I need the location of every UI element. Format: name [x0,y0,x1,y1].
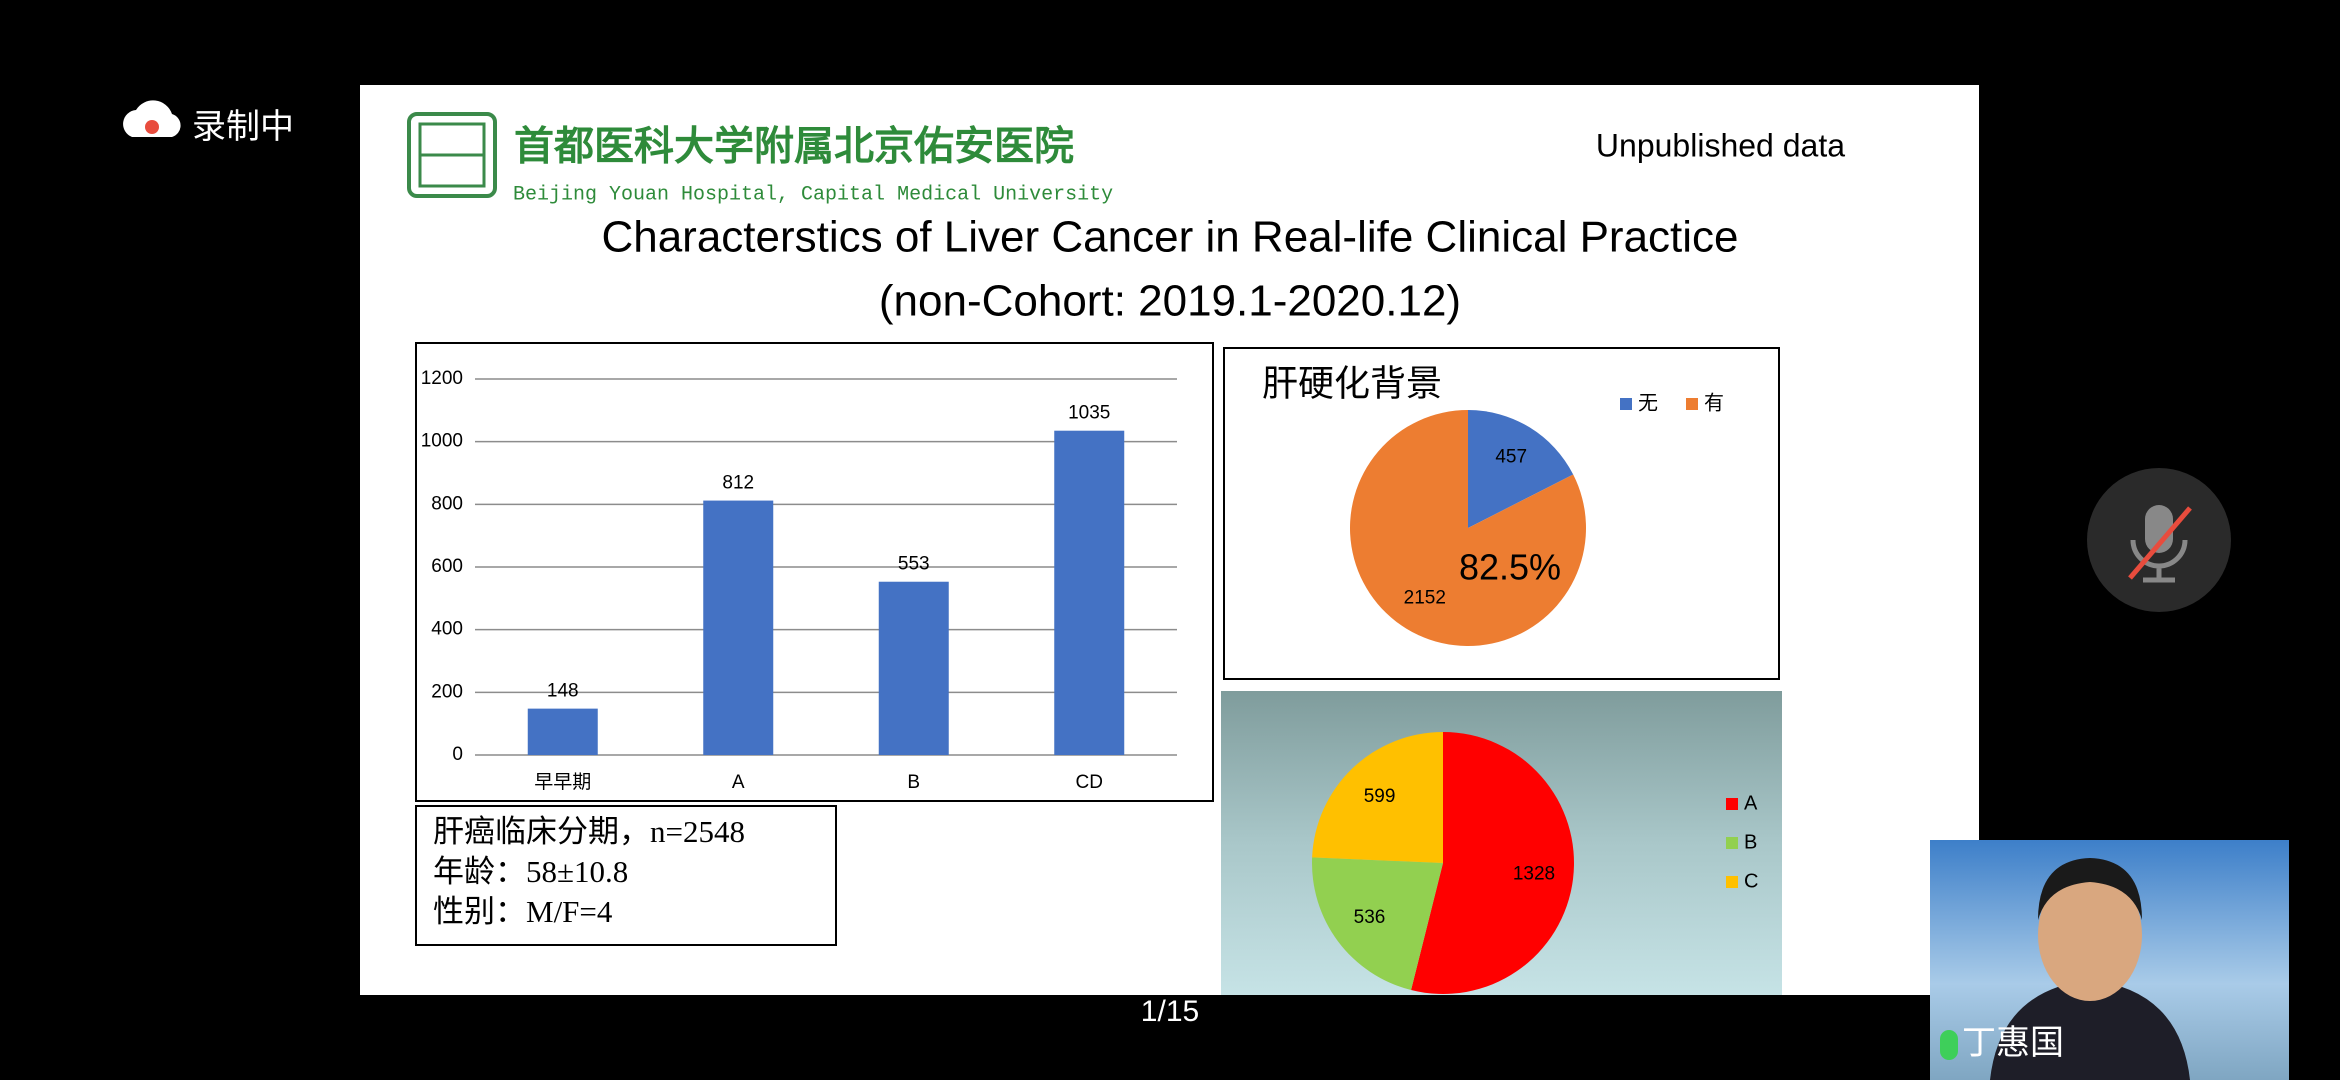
recording-label: 录制中 [192,108,294,146]
info-line: 性别：M/F=4 [433,894,613,929]
data-label: 2152 [1404,587,1446,608]
y-tick-label: 200 [431,681,463,702]
data-label: 1328 [1513,863,1555,884]
logo [407,112,497,198]
y-tick-label: 1000 [421,431,463,452]
bar [1054,430,1125,755]
pie-slice [1411,732,1574,994]
speaker-body [1990,980,2190,1080]
mute-slash [2128,506,2192,580]
speaker-mic-icon [1940,1030,1958,1060]
y-tick-label: 800 [431,493,463,514]
slide-note: Unpublished data [1596,127,1845,163]
speaker-hair [2038,858,2142,920]
y-tick-label: 400 [431,619,463,640]
legend-label: C [1744,870,1758,892]
record-dot [145,120,159,134]
speaker-face [2038,869,2142,1001]
legend-label: 有 [1704,391,1724,414]
y-tick-label: 600 [431,556,463,577]
pie-slice [1468,410,1574,528]
legend-label: B [1744,831,1757,853]
hospital-name-en: Beijing Youan Hospital, Capital Medical … [513,183,1113,206]
slide-title: Characterstics of Liver Cancer in Real-l… [601,213,1738,262]
recording-indicator[interactable]: 录制中 [123,100,294,146]
data-label: 148 [547,681,579,702]
speaker-video[interactable]: 丁惠国 [1930,840,2289,1080]
legend-label: 无 [1638,392,1658,414]
data-label: 457 [1495,447,1527,468]
annotation: 82.5% [1459,547,1561,588]
x-tick-label: CD [1076,772,1103,793]
cloud-icon [123,100,181,137]
page-indicator: 1/15 [1141,995,1199,1028]
y-tick-label: 1200 [421,368,463,389]
mic-icon [2130,539,2188,583]
data-label: 812 [722,473,754,494]
hospital-name-cn: 首都医科大学附属北京佑安医院 [514,125,1074,169]
y-tick-label: 0 [452,744,463,765]
pie-slice [1312,857,1443,991]
pie-slice [1350,410,1586,647]
chart-title: 肝硬化背景 [1262,363,1442,404]
speaker-name: 丁惠国 [1962,1024,2064,1062]
mic-icon [2145,505,2173,553]
legend-label: A [1744,792,1758,814]
pie-slice [1312,732,1443,863]
data-label: 1035 [1068,403,1110,424]
data-label: 536 [1354,907,1386,928]
bar [527,708,598,755]
legend-swatch [1686,398,1698,410]
legend-swatch [1726,876,1738,888]
data-label: 553 [898,554,930,575]
x-tick-label: 早早期 [534,771,591,793]
legend-swatch [1620,398,1632,410]
info-line: 年龄：58±10.8 [433,854,628,889]
x-tick-label: A [732,772,745,793]
legend-swatch [1726,798,1738,810]
mute-button[interactable] [2087,468,2231,612]
info-line: 肝癌临床分期，n=2548 [433,814,745,849]
bar [878,581,949,755]
legend-swatch [1726,837,1738,849]
slide-subtitle: (non-Cohort: 2019.1-2020.12) [879,277,1461,326]
info-box [415,805,837,946]
data-label: 599 [1364,786,1396,807]
bar [703,500,774,755]
x-tick-label: B [907,772,920,793]
